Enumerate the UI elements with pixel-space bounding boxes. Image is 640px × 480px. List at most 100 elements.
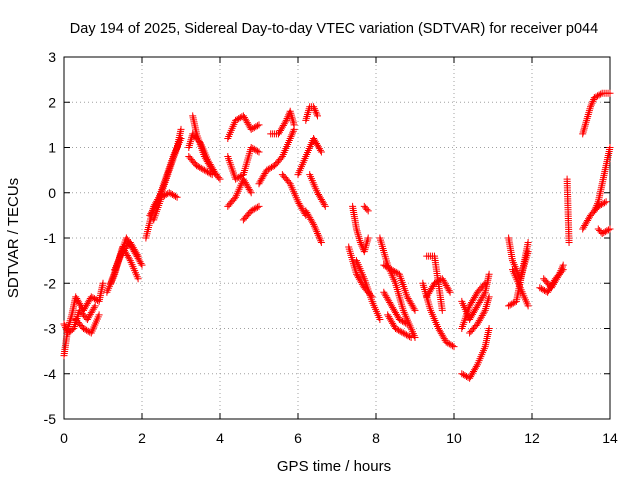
data-point [406, 333, 414, 341]
data-point [195, 137, 203, 145]
data-point [480, 290, 488, 298]
data-point [594, 92, 602, 100]
data-point [603, 227, 611, 235]
data-point [310, 220, 318, 228]
data-point [134, 252, 142, 260]
data-point [604, 226, 612, 234]
data-point [391, 267, 399, 275]
data-point [197, 164, 205, 172]
x-tick-label: 4 [216, 430, 224, 446]
data-point [582, 118, 590, 126]
data-point [389, 267, 397, 275]
data-point [232, 116, 240, 124]
data-point [134, 275, 142, 283]
data-point [61, 322, 69, 330]
data-point [125, 255, 133, 263]
data-point [483, 299, 491, 307]
data-point [99, 279, 107, 287]
data-point [303, 112, 311, 120]
data-point [186, 138, 194, 146]
data-point [170, 191, 178, 199]
data-point [508, 300, 516, 308]
y-tick-label: 1 [48, 140, 56, 156]
data-point [472, 362, 480, 370]
data-point [606, 89, 614, 97]
data-points [60, 89, 614, 382]
data-point [211, 169, 219, 177]
data-point [263, 166, 271, 174]
data-point [565, 239, 573, 247]
data-point [249, 144, 257, 152]
y-tick-label: -2 [44, 275, 57, 291]
data-point [185, 142, 193, 150]
data-point [193, 162, 201, 170]
data-point [264, 165, 272, 173]
data-point [252, 146, 260, 154]
data-point [81, 325, 89, 333]
data-point [247, 125, 255, 133]
data-point [246, 187, 254, 195]
data-point [250, 145, 258, 153]
data-point [62, 324, 70, 332]
data-point [202, 167, 210, 175]
data-point [304, 109, 312, 117]
data-point [310, 222, 318, 230]
data-point [314, 229, 321, 237]
data-point [90, 304, 98, 312]
data-point [252, 204, 260, 212]
data-point [289, 129, 297, 137]
data-point [168, 191, 176, 199]
data-point [376, 315, 384, 323]
data-point [199, 165, 207, 173]
data-point [524, 239, 532, 247]
data-point [302, 114, 310, 122]
data-point [204, 168, 212, 176]
y-tick-label: -5 [44, 411, 57, 427]
data-point [194, 163, 202, 171]
data-point [311, 106, 319, 114]
data-point [580, 124, 588, 132]
data-point [595, 91, 603, 99]
data-point [266, 164, 274, 172]
data-point [592, 93, 600, 101]
data-point [312, 226, 320, 234]
data-point [509, 299, 517, 307]
data-point [355, 233, 363, 241]
data-point [133, 250, 141, 258]
data-point [290, 119, 298, 127]
data-point [606, 225, 614, 233]
data-point [587, 101, 595, 109]
data-point [581, 120, 589, 128]
data-point [363, 205, 371, 213]
data-point [395, 315, 403, 323]
data-point [159, 192, 167, 200]
data-point [205, 169, 213, 177]
chart-title: Day 194 of 2025, Sidereal Day-to-day VTE… [70, 21, 598, 37]
data-point [354, 231, 362, 239]
data-point [597, 201, 605, 209]
data-point [137, 259, 145, 267]
data-point [402, 331, 410, 339]
data-point [185, 144, 193, 151]
data-point [287, 133, 295, 141]
data-point [445, 287, 453, 295]
data-point [506, 301, 514, 309]
data-point [177, 134, 185, 142]
data-point [186, 140, 194, 148]
data-point [317, 239, 325, 247]
data-point [583, 114, 591, 122]
data-point [313, 110, 321, 118]
data-point [309, 219, 317, 227]
data-point [91, 302, 99, 310]
data-point [483, 301, 491, 309]
data-point [313, 228, 321, 236]
data-point [310, 105, 318, 113]
data-point [364, 207, 372, 215]
data-point [196, 163, 204, 171]
data-point [585, 107, 593, 115]
x-tick-label: 2 [138, 430, 146, 446]
data-point [395, 326, 403, 334]
data-point [288, 131, 296, 139]
data-point [200, 166, 208, 174]
data-point [310, 103, 318, 111]
